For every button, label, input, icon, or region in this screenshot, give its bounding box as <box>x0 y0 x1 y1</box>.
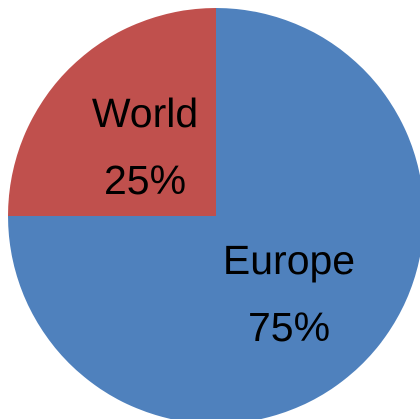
pie-slice-world <box>8 8 216 216</box>
slice-label-europe-name: Europe <box>223 237 355 283</box>
pie-slices <box>8 8 420 419</box>
slice-label-europe-percent: 75% <box>248 304 330 350</box>
pie-slice-europe <box>8 8 420 419</box>
pie-labels: World 25% Europe 75% <box>92 90 355 350</box>
slice-label-world-name: World <box>92 90 198 136</box>
slice-label-world-percent: 25% <box>104 157 186 203</box>
